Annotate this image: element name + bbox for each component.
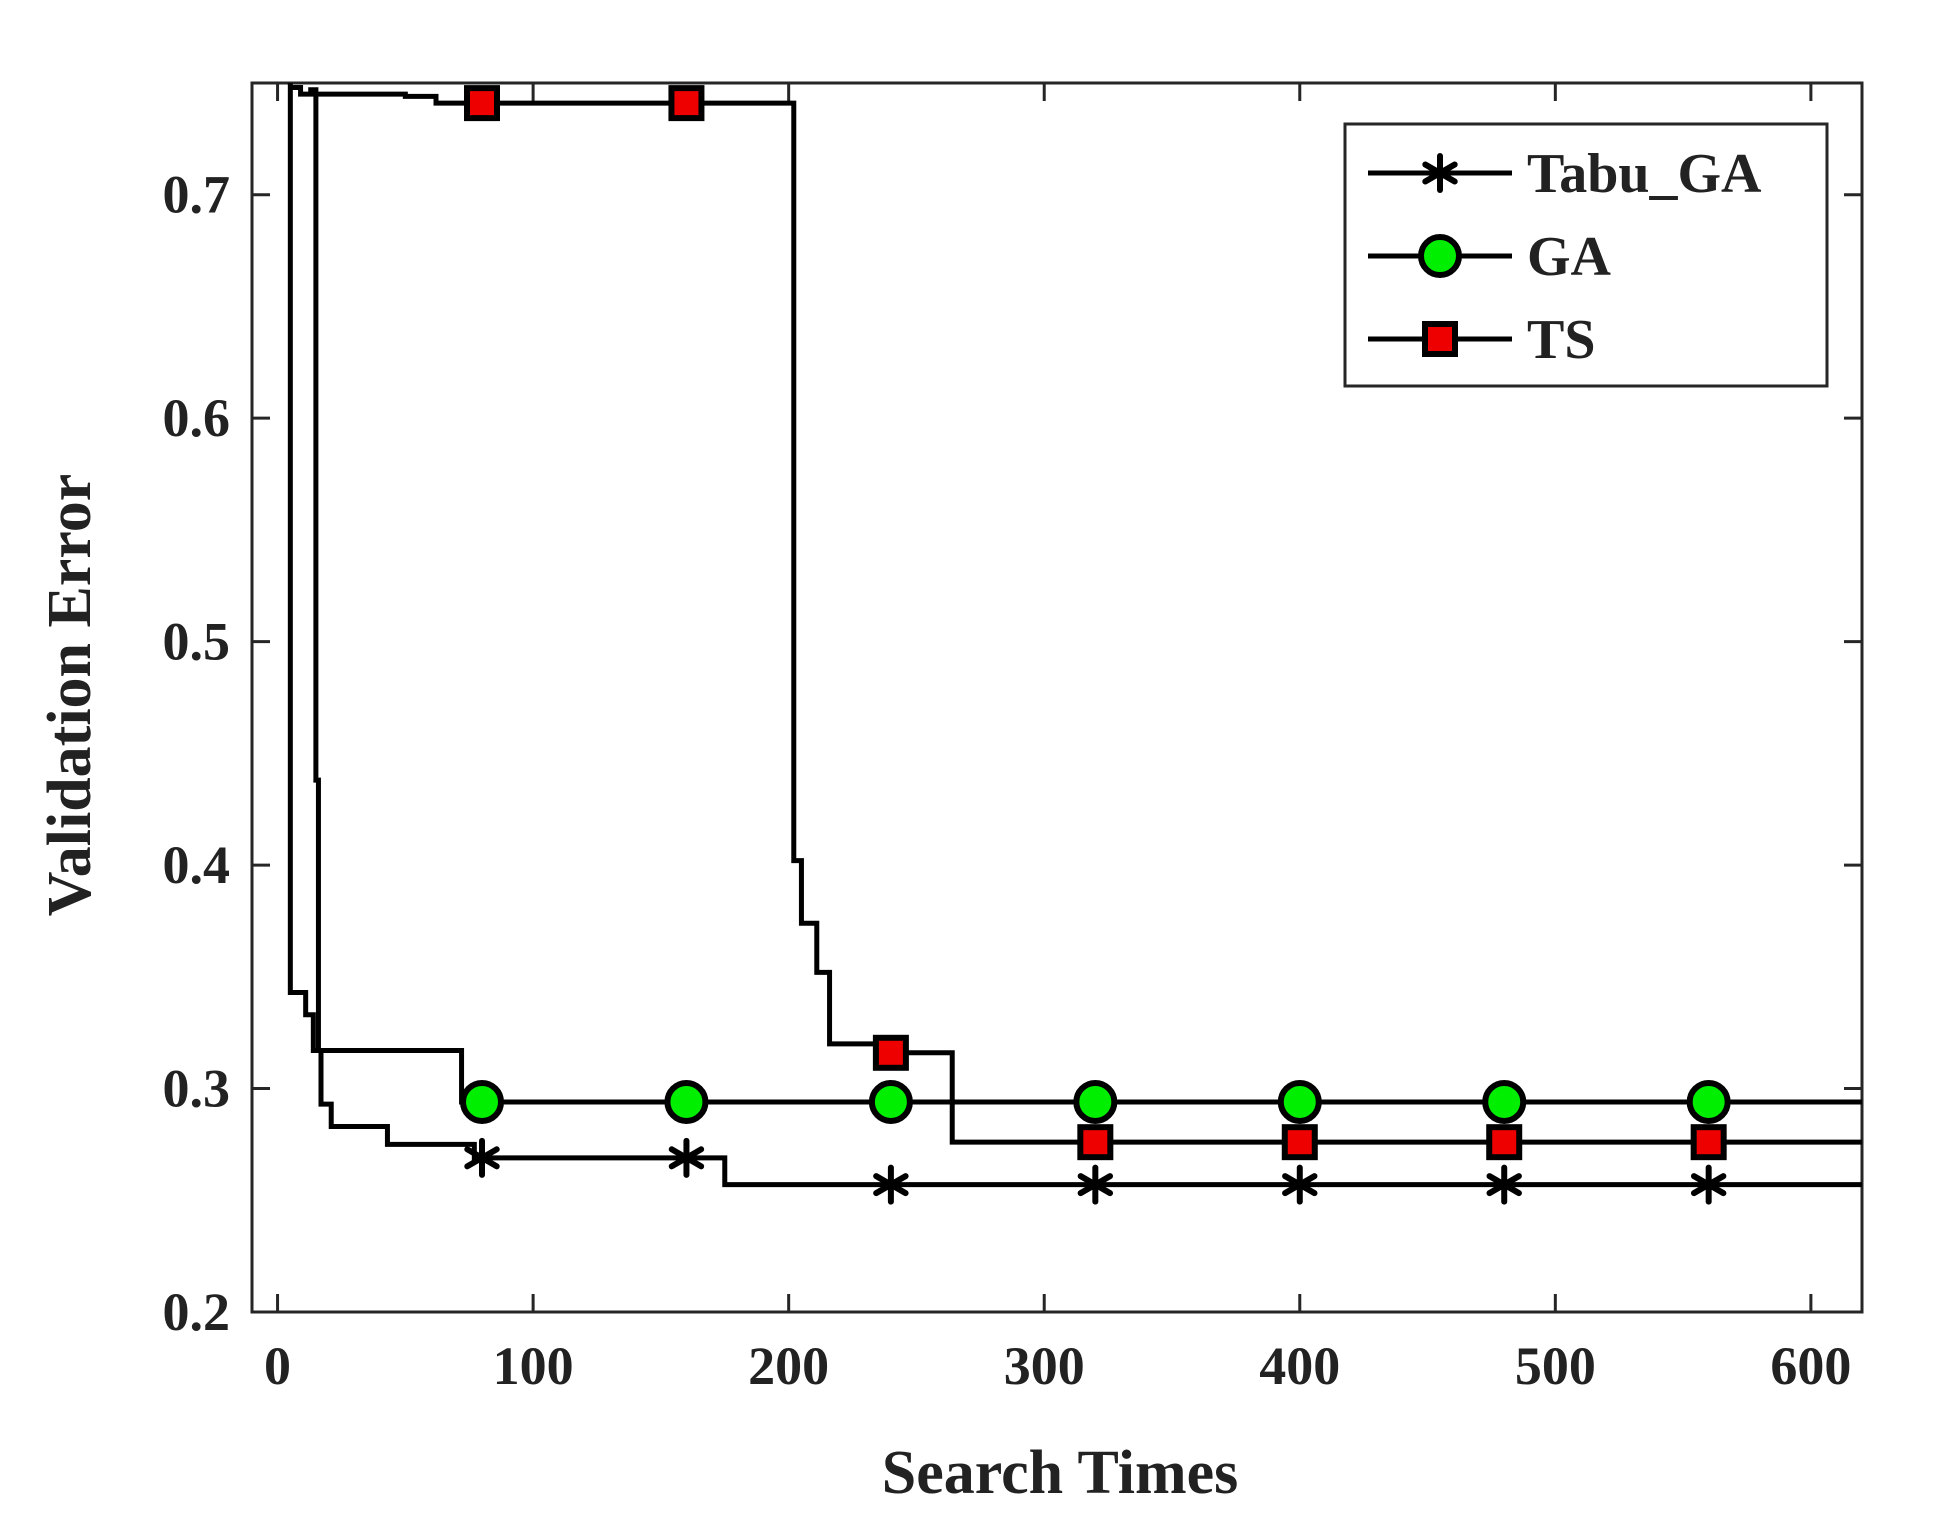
y-tick-label: 0.2 [163, 1282, 231, 1342]
y-tick-label: 0.4 [163, 835, 231, 895]
legend-marker-tabu-ga [1422, 153, 1458, 193]
x-tick-label: 100 [493, 1336, 574, 1396]
data-point-ga [1073, 1079, 1118, 1124]
data-point-tabu-ga [873, 1164, 909, 1205]
x-axis-title: Search Times [882, 1439, 1239, 1507]
data-point-tabu-ga [464, 1137, 500, 1178]
data-point-tabu-ga [1282, 1164, 1318, 1205]
data-point-ga [460, 1079, 504, 1124]
data-point-tabu-ga-stroke [1077, 1173, 1114, 1197]
data-point-tabu-ga-stroke [1486, 1173, 1522, 1197]
x-tick-label: 400 [1259, 1336, 1340, 1396]
y-tick-label: 0.6 [163, 388, 231, 448]
x-tick-label: 500 [1515, 1336, 1596, 1396]
data-point-ga [1482, 1079, 1527, 1124]
data-point-ts [668, 85, 705, 122]
data-point-tabu-ga [1077, 1164, 1114, 1205]
series-line-ga [308, 87, 1862, 1105]
legend-item-ts: TS [1368, 309, 1596, 371]
legend-label: Tabu_GA [1527, 143, 1762, 205]
y-tick-label: 0.5 [163, 612, 231, 672]
data-point-tabu-ga-stroke [1282, 1173, 1318, 1197]
x-tick-label: 600 [1770, 1336, 1851, 1396]
series-line-tabu-ga [287, 83, 1862, 1188]
data-point-ts [464, 85, 500, 122]
y-tick-label: 0.3 [163, 1059, 231, 1119]
legend: Tabu_GA GA TS [1343, 122, 1829, 388]
data-point-ga [1277, 1079, 1322, 1124]
data-point-ga [1686, 1079, 1731, 1124]
data-point-ts [1281, 1124, 1318, 1161]
data-point-ga [868, 1079, 913, 1124]
data-point-ts [1690, 1124, 1727, 1161]
plot-area-frame [250, 81, 1864, 1314]
data-point-tabu-ga [1690, 1164, 1727, 1205]
data-point-ga [664, 1079, 709, 1124]
legend-marker-tabu-ga-stroke [1422, 161, 1458, 185]
data-point-tabu-ga-stroke [1690, 1173, 1727, 1197]
plot-series-group [287, 83, 1862, 1205]
data-point-tabu-ga-stroke [464, 1146, 500, 1170]
legend-marker-ts [1422, 321, 1458, 357]
data-point-tabu-ga [668, 1137, 705, 1178]
x-tick-label: 200 [748, 1336, 829, 1396]
x-tick-label: 0 [264, 1336, 291, 1396]
data-point-ts [1077, 1124, 1114, 1161]
x-tick-label: 300 [1004, 1336, 1085, 1396]
legend-item-ga: GA [1368, 226, 1612, 288]
legend-label: TS [1527, 309, 1596, 371]
data-point-ts [872, 1034, 909, 1071]
legend-marker-ga [1418, 234, 1462, 278]
y-tick-label: 0.7 [163, 165, 231, 225]
data-point-tabu-ga-stroke [668, 1146, 705, 1170]
data-point-ts [1486, 1124, 1523, 1161]
y-axis-title: Validation Error [36, 474, 104, 917]
legend-label: GA [1527, 226, 1612, 288]
data-point-tabu-ga [1486, 1164, 1522, 1205]
legend-item-tabu-ga: Tabu_GA [1368, 143, 1762, 205]
data-point-tabu-ga-stroke [873, 1173, 909, 1197]
